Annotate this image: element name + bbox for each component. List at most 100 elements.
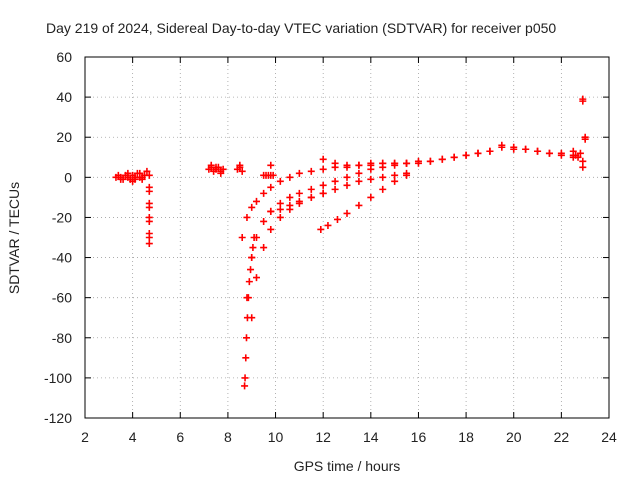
data-point <box>143 167 151 175</box>
series-drop-4.7h <box>145 183 153 248</box>
series-curve-B <box>243 159 411 302</box>
x-tick-label: 20 <box>506 429 522 445</box>
data-point <box>391 171 399 179</box>
data-point <box>450 153 458 161</box>
data-point <box>343 181 351 189</box>
x-tick-label: 18 <box>458 429 474 445</box>
data-point <box>343 209 351 217</box>
data-point <box>333 215 341 223</box>
data-point <box>331 185 339 193</box>
data-point <box>331 159 339 167</box>
series-curve-A <box>238 143 577 241</box>
data-point <box>212 163 220 171</box>
x-tick-label: 12 <box>315 429 331 445</box>
y-tick-label: -100 <box>44 370 72 386</box>
grid <box>85 57 609 418</box>
data-point <box>510 143 518 151</box>
y-axis-label: SDTVAR / TECUs <box>6 182 22 294</box>
data-point <box>207 161 215 169</box>
data-point <box>295 189 303 197</box>
data-point <box>317 225 325 233</box>
series-curve-D <box>267 189 327 215</box>
data-point <box>276 213 284 221</box>
data-point <box>319 189 327 197</box>
data-point <box>260 189 268 197</box>
series-cluster-7.2-7.8h <box>205 161 227 177</box>
data-point <box>238 167 246 175</box>
y-tick-label: -40 <box>52 250 72 266</box>
data-point <box>136 169 144 177</box>
data-point <box>426 157 434 165</box>
data-point <box>319 155 327 163</box>
y-tick-label: 60 <box>56 49 72 65</box>
data-point <box>379 185 387 193</box>
data-point <box>367 159 375 167</box>
data-point <box>438 155 446 163</box>
data-point <box>355 201 363 209</box>
data-point <box>129 177 137 185</box>
x-tick-label: 2 <box>81 429 89 445</box>
x-tick-label: 8 <box>224 429 232 445</box>
data-point <box>343 173 351 181</box>
data-point <box>242 334 250 342</box>
data-point <box>248 314 256 322</box>
x-tick-label: 6 <box>176 429 184 445</box>
data-points <box>112 95 589 390</box>
series-band-12-22h <box>319 141 577 169</box>
data-point <box>403 159 411 167</box>
data-point <box>260 244 268 252</box>
data-point <box>238 234 246 241</box>
data-point <box>403 171 411 179</box>
data-point <box>474 149 482 157</box>
x-tick-label: 24 <box>601 429 617 445</box>
data-point <box>462 151 470 159</box>
data-point <box>248 254 256 262</box>
data-point <box>579 157 587 165</box>
series-tail-22.5-23h <box>569 147 587 165</box>
data-point <box>379 173 387 181</box>
data-point <box>545 149 553 157</box>
data-point <box>267 183 275 191</box>
data-point <box>557 149 565 157</box>
data-point <box>307 193 315 201</box>
data-point <box>414 159 422 167</box>
data-point <box>286 193 294 201</box>
data-point <box>331 177 339 185</box>
data-point <box>367 193 375 201</box>
data-point <box>522 145 530 153</box>
series-outliers-23h <box>579 95 589 171</box>
chart-title: Day 219 of 2024, Sidereal Day-to-day VTE… <box>46 20 556 36</box>
x-tick-label: 14 <box>363 429 379 445</box>
y-tick-label: -120 <box>44 410 72 426</box>
data-point <box>367 175 375 183</box>
data-point <box>145 171 153 179</box>
data-point <box>124 169 132 177</box>
data-point <box>260 217 268 225</box>
data-point <box>145 187 153 195</box>
data-point <box>391 177 399 185</box>
data-point <box>276 199 284 207</box>
data-point <box>145 234 153 241</box>
data-point <box>145 217 153 225</box>
y-tick-label: 0 <box>64 169 72 185</box>
data-point <box>324 221 332 229</box>
data-point <box>242 354 250 362</box>
data-point <box>307 167 315 175</box>
data-point <box>217 169 225 177</box>
data-point <box>236 161 244 169</box>
data-point <box>286 173 294 181</box>
data-point <box>252 234 260 241</box>
data-point <box>247 266 255 274</box>
series-cluster-8.5h <box>233 161 246 175</box>
data-point <box>267 225 275 233</box>
data-point <box>391 159 399 167</box>
data-point <box>581 135 589 143</box>
data-point <box>498 141 506 149</box>
data-point <box>574 153 582 161</box>
axis-ticks: 2 4 6 8 10 12 14 16 18 20 22 24-120-100-80-60-40-20… <box>44 49 617 445</box>
data-point <box>248 203 256 211</box>
data-point <box>243 294 251 302</box>
data-point <box>355 177 363 185</box>
data-point <box>276 205 284 213</box>
